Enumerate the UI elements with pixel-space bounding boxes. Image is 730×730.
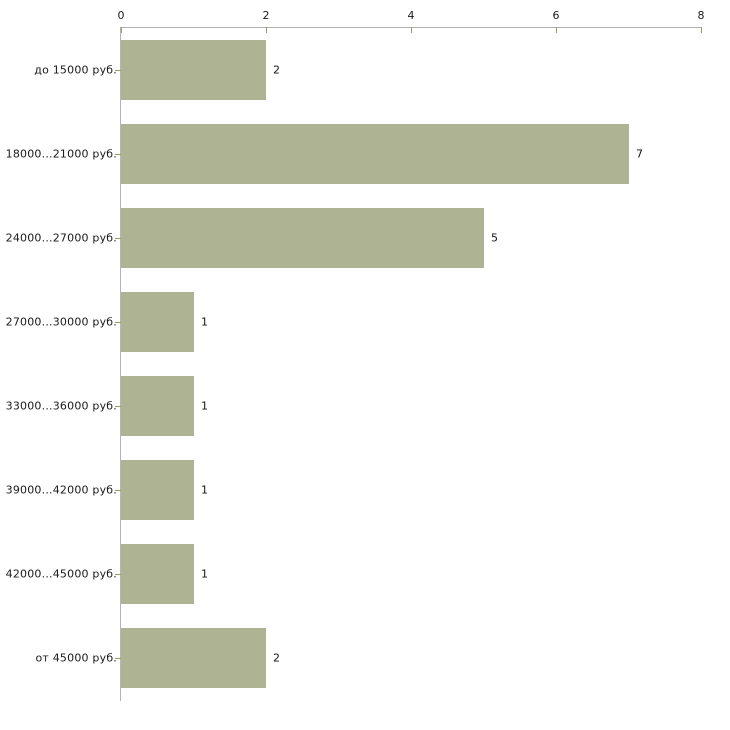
category-label: 24000...27000 руб.: [5, 231, 117, 245]
x-tick-label: 2: [262, 9, 270, 22]
y-tick-mark: [115, 238, 121, 239]
x-tick-mark: [121, 27, 122, 33]
x-tick-mark: [266, 27, 267, 33]
bar-value-label: 2: [273, 651, 280, 665]
x-tick-label: 4: [407, 9, 415, 22]
category-label: от 45000 руб.: [35, 651, 117, 665]
y-tick-mark: [115, 490, 121, 491]
bar-value-label: 1: [201, 567, 208, 581]
bar[interactable]: [121, 40, 266, 100]
y-tick-mark: [115, 574, 121, 575]
category-label: 27000...30000 руб.: [5, 315, 117, 329]
bar-value-label: 5: [491, 231, 498, 245]
category-label: до 15000 руб.: [34, 63, 117, 77]
y-tick-mark: [115, 406, 121, 407]
y-tick-mark: [115, 658, 121, 659]
bar-value-label: 1: [201, 315, 208, 329]
category-label: 39000...42000 руб.: [5, 483, 117, 497]
y-tick-mark: [115, 70, 121, 71]
bar-value-label: 1: [201, 483, 208, 497]
x-tick-mark: [701, 27, 702, 33]
bar-value-label: 7: [636, 147, 643, 161]
category-label: 18000...21000 руб.: [5, 147, 117, 161]
x-tick-label: 0: [117, 9, 125, 22]
bar[interactable]: [121, 124, 629, 184]
bar[interactable]: [121, 292, 194, 352]
y-tick-mark: [115, 322, 121, 323]
bar[interactable]: [121, 628, 266, 688]
bar[interactable]: [121, 376, 194, 436]
bar-value-label: 2: [273, 63, 280, 77]
category-label: 42000...45000 руб.: [5, 567, 117, 581]
bar[interactable]: [121, 460, 194, 520]
y-axis-line: [120, 27, 121, 701]
bar[interactable]: [121, 544, 194, 604]
bar[interactable]: [121, 208, 484, 268]
x-tick-mark: [411, 27, 412, 33]
category-label: 33000...36000 руб.: [5, 399, 117, 413]
bar-value-label: 1: [201, 399, 208, 413]
x-tick-label: 6: [552, 9, 560, 22]
y-tick-mark: [115, 154, 121, 155]
x-tick-mark: [556, 27, 557, 33]
x-tick-label: 8: [697, 9, 705, 22]
